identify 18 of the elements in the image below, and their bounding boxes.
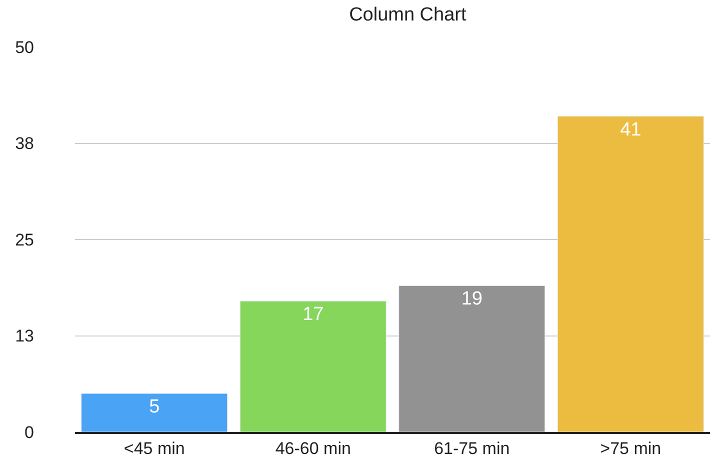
x-tick-label: >75 min (600, 439, 662, 458)
bar (557, 116, 704, 432)
y-tick-label: 25 (15, 230, 34, 250)
x-tick-label: <45 min (124, 439, 185, 458)
y-tick-label: 50 (15, 38, 34, 57)
y-tick-label: 0 (24, 422, 34, 442)
bar (81, 393, 228, 432)
data-label: 17 (302, 304, 324, 326)
data-label: 19 (461, 288, 482, 310)
y-tick-label: 38 (15, 134, 34, 154)
y-tick-label: 13 (15, 326, 34, 346)
x-tick-label: 46-60 min (275, 439, 351, 458)
bar (240, 300, 386, 432)
data-label: 5 (149, 396, 160, 418)
bar (398, 285, 546, 432)
data-label: 41 (620, 119, 642, 140)
x-tick-label: 61-75 min (434, 439, 510, 458)
chart-title: Column Chart (349, 4, 467, 26)
